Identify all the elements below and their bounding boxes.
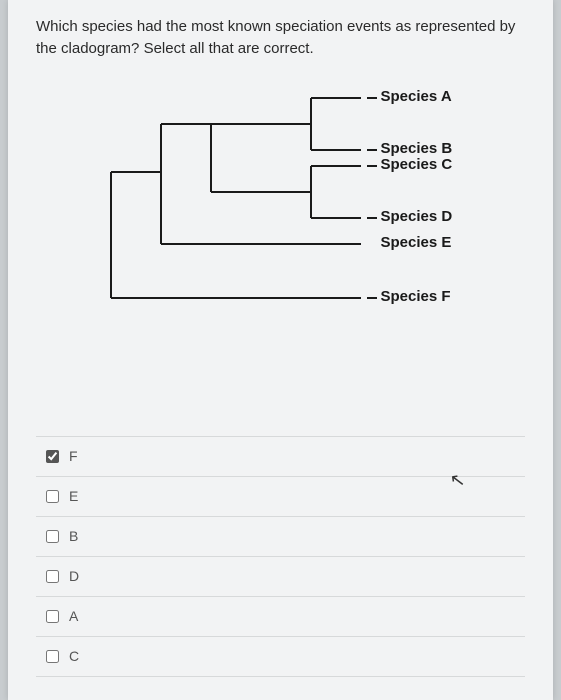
answer-row-f[interactable]: F bbox=[36, 436, 525, 476]
answer-label: D bbox=[69, 568, 79, 584]
answer-checkbox-a[interactable] bbox=[46, 610, 59, 623]
cladogram-svg bbox=[31, 76, 391, 356]
answer-checkbox-b[interactable] bbox=[46, 530, 59, 543]
cursor-icon: ↖ bbox=[449, 469, 467, 492]
answer-checkbox-d[interactable] bbox=[46, 570, 59, 583]
answer-checkbox-c[interactable] bbox=[46, 650, 59, 663]
answer-label: A bbox=[69, 608, 78, 624]
answer-row-c[interactable]: C bbox=[36, 636, 525, 677]
page: Which species had the most known speciat… bbox=[8, 0, 553, 700]
answer-label: E bbox=[69, 488, 78, 504]
answer-label: B bbox=[69, 528, 78, 544]
species-label-f: Species F bbox=[381, 288, 451, 305]
question-text: Which species had the most known speciat… bbox=[8, 0, 553, 68]
species-label-a: Species A bbox=[381, 88, 452, 105]
answer-row-a[interactable]: A bbox=[36, 596, 525, 636]
answer-label: C bbox=[69, 648, 79, 664]
cladogram: Species A Species BSpecies C Species D Spec… bbox=[31, 76, 531, 376]
answer-row-b[interactable]: B bbox=[36, 516, 525, 556]
answer-row-d[interactable]: D bbox=[36, 556, 525, 596]
answer-checkbox-f[interactable] bbox=[46, 450, 59, 463]
answer-label: F bbox=[69, 448, 78, 464]
answer-checkbox-e[interactable] bbox=[46, 490, 59, 503]
species-label-e: Species E bbox=[381, 234, 452, 251]
species-label-b: Species B bbox=[381, 140, 453, 157]
species-label-d: Species D bbox=[381, 208, 453, 225]
species-label-c: Species C bbox=[381, 156, 453, 173]
